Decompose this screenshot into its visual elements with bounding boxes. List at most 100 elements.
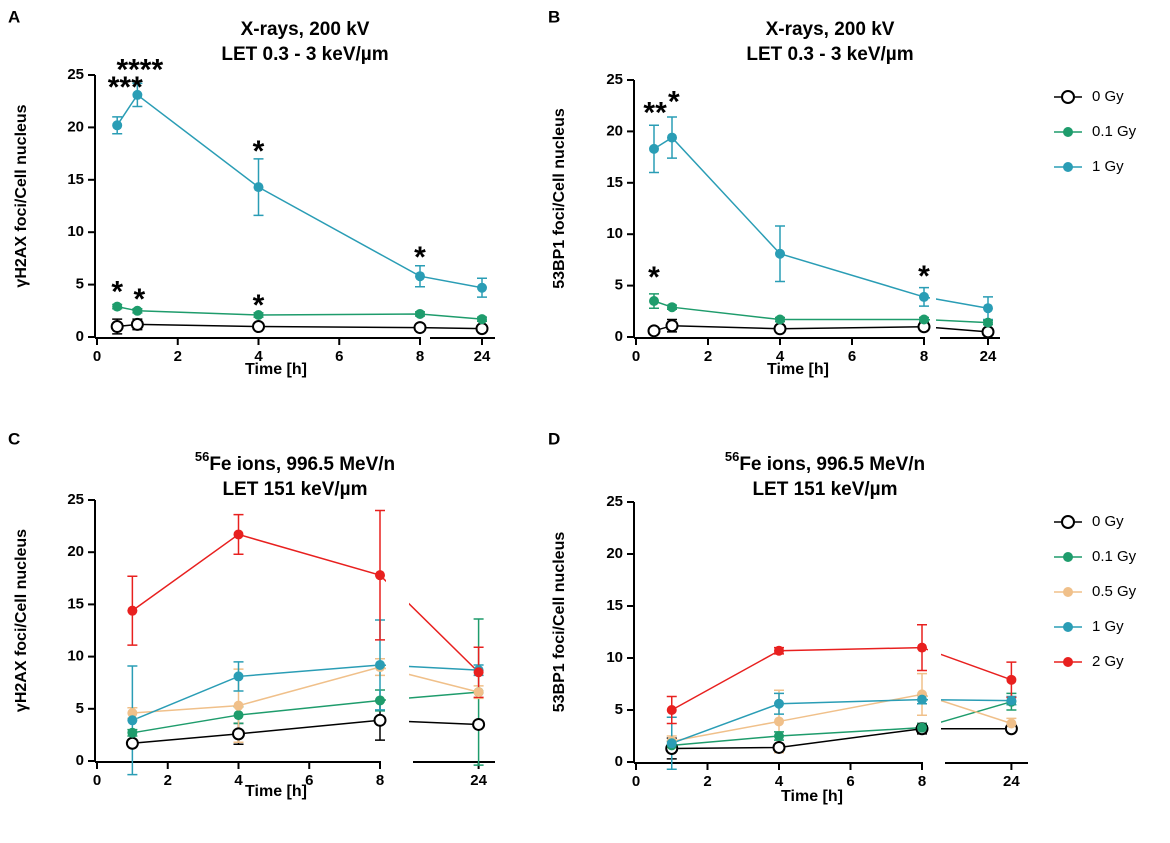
y-tick-label: 15 [606, 597, 623, 614]
marker [774, 698, 784, 709]
x-tick-label: 0 [632, 773, 640, 790]
title-line: X-rays, 200 kV [766, 19, 895, 40]
y-tick-label: 5 [615, 701, 623, 718]
y-tick-label: 5 [615, 277, 623, 294]
x-tick-label: 0 [93, 348, 101, 365]
x-tick-label: 6 [335, 348, 343, 365]
y-axis-label: γH2AX foci/Cell nucleus [13, 529, 30, 712]
panel-d: D 56Fe ions, 996.5 MeV/n LET 151 keV/µm 0 5 1… [548, 429, 1137, 805]
chart-title: X-rays, 200 kV [241, 19, 370, 40]
y-axis-label: γH2AX foci/Cell nucleus [13, 104, 30, 287]
title-line: LET 151 keV/µm [752, 479, 897, 500]
marker [130, 317, 144, 331]
series-line [653, 324, 989, 333]
series-line [671, 698, 1012, 744]
marker [127, 727, 138, 738]
legend-label: 1 Gy [1092, 618, 1124, 635]
series-line [132, 691, 479, 734]
significance: * [648, 261, 660, 294]
title-superscript: 56 [195, 449, 209, 464]
x-tick-label: 4 [254, 348, 263, 365]
x-tick-label: 6 [848, 348, 856, 365]
legend-label: 0.5 Gy [1092, 583, 1137, 600]
marker [774, 645, 784, 656]
significance: **** [116, 53, 163, 86]
y-axis-label: 53BP1 foci/Cell nucleus [551, 532, 568, 713]
panel-c: C 56Fe ions, 996.5 MeV/n LET 151 keV/µm 0 5 1… [8, 429, 495, 800]
y-axis-label: 53BP1 foci/Cell nucleus [551, 108, 568, 289]
significance: * [111, 276, 123, 309]
marker [983, 317, 993, 328]
series-line [653, 300, 989, 324]
x-tick-label: 2 [704, 348, 712, 365]
marker [253, 182, 264, 193]
y-tick-label: 20 [606, 545, 623, 562]
legend-marker [1061, 515, 1075, 529]
panel-b: B X-rays, 200 kV LET 0.3 - 3 keV/µm 0 5 10 15 2… [548, 7, 1137, 378]
x-tick-label: 0 [93, 772, 101, 789]
title-line: X-rays, 200 kV [241, 19, 370, 40]
y-tick-label: 10 [67, 223, 84, 240]
x-tick-label: 24 [470, 772, 487, 789]
marker [110, 320, 124, 334]
marker [649, 143, 659, 154]
marker [415, 271, 425, 282]
y-tick-label: 25 [67, 491, 84, 508]
legend-label: 0.1 Gy [1092, 548, 1137, 565]
marker [127, 707, 138, 718]
legend-marker [1063, 552, 1073, 562]
x-axis-label: Time [h] [245, 783, 307, 800]
marker [233, 671, 244, 682]
x-axis-label: Time [h] [781, 788, 843, 805]
x-tick-label: 6 [846, 773, 854, 790]
marker [112, 120, 123, 131]
marker [666, 738, 677, 749]
marker [665, 319, 679, 333]
y-tick-label: 25 [606, 493, 623, 510]
panel-label: A [8, 7, 20, 26]
marker [233, 710, 244, 721]
series-line [671, 727, 1012, 750]
series-line [671, 700, 1012, 747]
legend-label: 1 Gy [1092, 158, 1124, 175]
marker [233, 700, 244, 711]
panel-label: C [8, 429, 20, 448]
chart-title: 56Fe ions, 996.5 MeV/n [725, 449, 925, 475]
x-tick-label: 8 [918, 773, 926, 790]
series-line [132, 719, 479, 744]
legend-label: 0.1 Gy [1092, 123, 1137, 140]
y-tick-label: 0 [615, 328, 623, 345]
x-tick-label: 6 [305, 772, 313, 789]
chart-title: LET 0.3 - 3 keV/µm [746, 44, 913, 65]
x-tick-label: 2 [164, 772, 172, 789]
significance: * [253, 289, 265, 322]
marker [413, 321, 427, 335]
y-tick-label: 15 [67, 171, 84, 188]
marker [473, 687, 484, 698]
marker [775, 314, 785, 325]
y-tick-label: 0 [76, 752, 84, 769]
x-tick-label: 4 [234, 772, 243, 789]
marker [983, 303, 993, 314]
x-tick-label: 4 [776, 348, 785, 365]
marker [1006, 718, 1017, 729]
title-line: LET 0.3 - 3 keV/µm [221, 44, 388, 65]
x-tick-label: 8 [920, 348, 928, 365]
x-tick-label: 24 [980, 348, 997, 365]
legend-marker [1063, 587, 1073, 597]
chart-title: LET 0.3 - 3 keV/µm [221, 44, 388, 65]
y-tick-label: 10 [606, 225, 623, 242]
series-line [117, 323, 483, 330]
y-tick-label: 0 [615, 753, 623, 770]
marker [125, 736, 139, 750]
marker [666, 705, 677, 715]
x-axis-label: Time [h] [245, 361, 307, 378]
marker [774, 716, 784, 727]
marker [127, 605, 138, 616]
marker [475, 322, 489, 336]
y-tick-label: 5 [76, 700, 84, 717]
significance: ** [643, 97, 667, 130]
x-tick-label: 8 [376, 772, 384, 789]
x-tick-label: 0 [632, 348, 640, 365]
